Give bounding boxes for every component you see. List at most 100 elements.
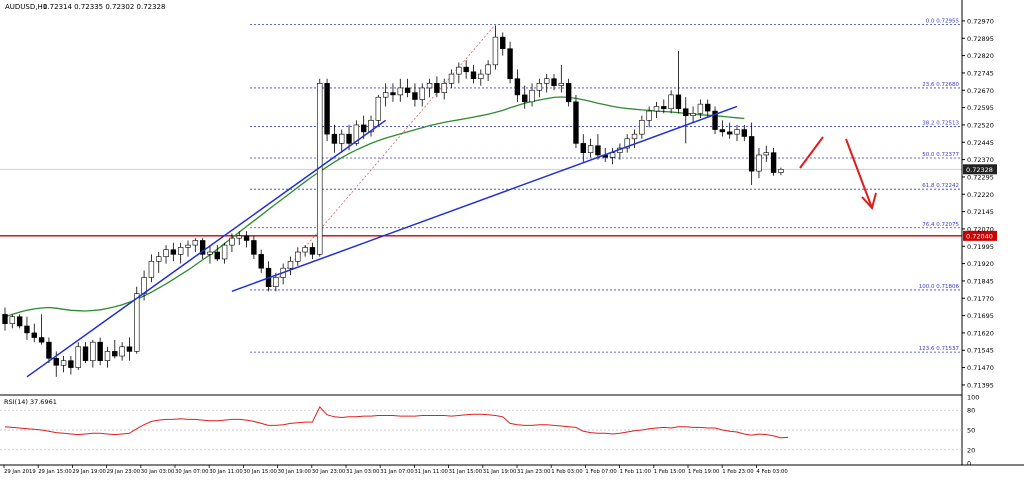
current-price-label: 0.72328 bbox=[966, 166, 993, 174]
candle-body bbox=[31, 332, 37, 338]
candle-body bbox=[434, 83, 440, 93]
candle-body bbox=[382, 92, 389, 98]
candle-body bbox=[456, 66, 462, 75]
candle-body bbox=[683, 108, 689, 116]
price-tick-label: 0.71620 bbox=[967, 329, 994, 337]
support-price-marker bbox=[963, 230, 997, 241]
candle-body bbox=[375, 96, 382, 121]
candle-body bbox=[339, 133, 345, 144]
candle-body bbox=[675, 94, 682, 110]
current-price-marker bbox=[963, 164, 997, 175]
candle-body bbox=[770, 152, 777, 173]
price-tick-label: 0.71770 bbox=[967, 295, 994, 303]
fib-level-label: 0.0 0.72955 bbox=[926, 18, 960, 24]
candle-body bbox=[295, 251, 301, 262]
time-axis: 29 Jan 2019 29 Jan 15:00 29 Jan 19:00 29 Ja… bbox=[3, 465, 788, 475]
candle-body bbox=[558, 83, 565, 86]
candle-body bbox=[463, 66, 469, 73]
candle-body bbox=[426, 83, 433, 89]
candle-body bbox=[412, 92, 418, 100]
price-tick-label: 0.71470 bbox=[967, 364, 994, 372]
time-tick-label: 30 Jan 23:00 bbox=[312, 469, 346, 475]
candle-body bbox=[639, 120, 645, 135]
trendline bbox=[26, 119, 387, 378]
candle-body bbox=[368, 120, 374, 133]
candle-body bbox=[112, 351, 118, 357]
price-tick-label: 0.71545 bbox=[967, 347, 994, 355]
fib-level-label: 50.0 0.72377 bbox=[922, 152, 959, 158]
candle-body bbox=[331, 133, 338, 144]
candle-body bbox=[514, 78, 521, 96]
candle-body bbox=[207, 251, 213, 255]
price-tick-label: 0.72070 bbox=[967, 225, 994, 233]
candle-body bbox=[346, 133, 352, 144]
candle-body bbox=[104, 351, 111, 361]
support-price-label: 0.72040 bbox=[966, 232, 993, 240]
time-tick-label: 30 Jan 19:00 bbox=[278, 469, 312, 475]
candle-body bbox=[46, 341, 52, 359]
candle-body bbox=[53, 358, 59, 366]
candle-body bbox=[653, 106, 660, 112]
candle-body bbox=[478, 73, 484, 80]
candle-body bbox=[324, 83, 330, 135]
candle-body bbox=[60, 360, 67, 366]
time-tick-label: 30 Jan 03:00 bbox=[141, 469, 175, 475]
time-tick-label: 30 Jan 11:00 bbox=[209, 469, 243, 475]
trendlines-group bbox=[26, 105, 738, 378]
price-tick-label: 0.72895 bbox=[967, 35, 994, 43]
candle-body bbox=[38, 337, 45, 343]
price-tick-label: 0.71845 bbox=[967, 277, 994, 285]
candle-body bbox=[82, 346, 89, 361]
price-tick-label: 0.72970 bbox=[967, 17, 994, 25]
candle-body bbox=[712, 110, 718, 130]
candle-body bbox=[397, 87, 403, 96]
candle-body bbox=[756, 154, 762, 172]
candle-body bbox=[573, 101, 579, 144]
candle-body bbox=[522, 94, 528, 103]
candle-body bbox=[661, 106, 667, 110]
moving-average-line bbox=[4, 96, 745, 318]
candle-body bbox=[24, 325, 30, 334]
candle-body bbox=[543, 78, 550, 84]
fib-level-label: 38.2 0.72513 bbox=[922, 121, 959, 127]
candle-body bbox=[185, 244, 191, 248]
price-tick-label: 0.72220 bbox=[967, 191, 994, 199]
price-tick-label: 0.71995 bbox=[967, 243, 994, 251]
trendline bbox=[231, 105, 738, 293]
time-tick-label: 29 Jan 2019 bbox=[4, 469, 36, 475]
price-tick-label: 0.71395 bbox=[967, 381, 994, 389]
candle-body bbox=[507, 48, 513, 80]
time-tick-label: 31 Jan 11:00 bbox=[414, 469, 448, 475]
candle-body bbox=[9, 316, 16, 324]
arrow-up-stroke bbox=[799, 136, 824, 169]
rsi-title: RSI(14) 37.6961 bbox=[4, 398, 57, 406]
candle-body bbox=[302, 247, 308, 253]
time-tick-label: 1 Feb 07:00 bbox=[585, 469, 617, 475]
arrows-group bbox=[799, 136, 877, 211]
price-tick-label: 0.72745 bbox=[967, 69, 994, 77]
rsi-line bbox=[4, 406, 789, 439]
time-tick-label: 1 Feb 03:00 bbox=[551, 469, 583, 475]
candle-body bbox=[258, 254, 264, 269]
fibonacci-levels: 0.0 0.72955 23.6 0.72680 38.2 0.72513 50.0 … bbox=[250, 18, 962, 353]
candle-body bbox=[221, 244, 228, 260]
moving-average-group bbox=[4, 96, 745, 318]
rsi-tick-label: 100 bbox=[967, 394, 979, 402]
candle-body bbox=[726, 131, 733, 135]
price-axis: 0.72970 0.72895 0.72820 0.72745 0.72670 0.725… bbox=[0, 0, 1024, 466]
price-tick-label: 0.72145 bbox=[967, 208, 994, 216]
time-tick-label: 1 Feb 23:00 bbox=[722, 469, 754, 475]
candle-body bbox=[134, 293, 140, 352]
candle-body bbox=[741, 129, 748, 137]
candle-body bbox=[646, 110, 652, 121]
candle-body bbox=[734, 129, 740, 135]
candle-body bbox=[536, 83, 543, 91]
candle-body bbox=[97, 341, 103, 361]
price-tick-label: 0.71695 bbox=[967, 312, 994, 320]
candle-body bbox=[251, 240, 257, 255]
fib-level-label: 100.0 0.71806 bbox=[919, 284, 960, 290]
fib-level-label: 123.6 0.71537 bbox=[919, 346, 960, 352]
time-tick-label: 31 Jan 03:00 bbox=[346, 469, 380, 475]
fib-level-label: 76.4 0.72075 bbox=[922, 222, 959, 228]
